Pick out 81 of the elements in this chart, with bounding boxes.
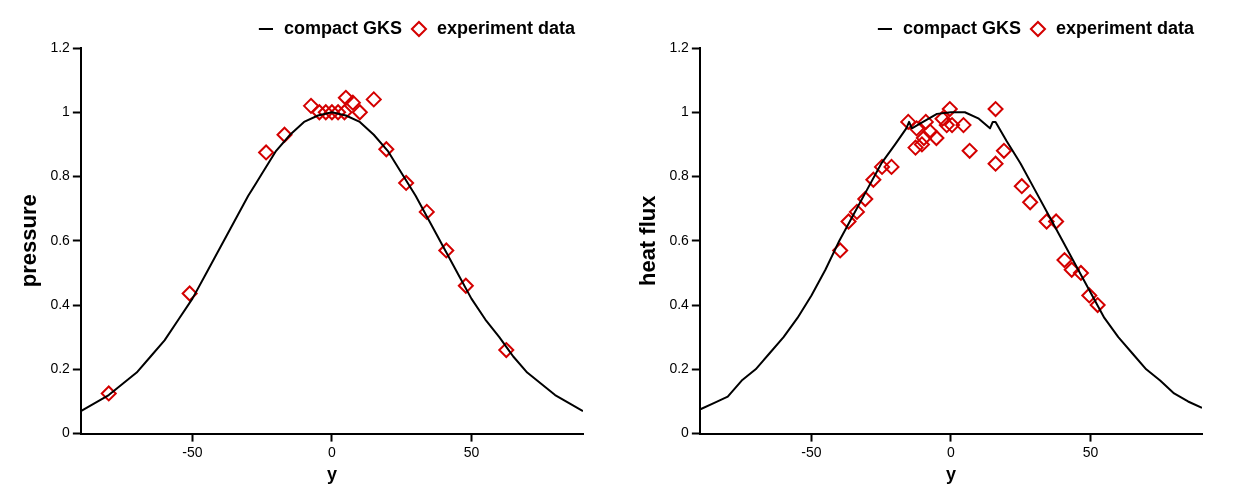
y-tick-label: 0.2 <box>669 360 690 377</box>
legend-label: experiment data <box>436 17 576 38</box>
point <box>1048 213 1065 230</box>
point <box>941 101 958 118</box>
point <box>865 171 882 188</box>
point <box>323 104 340 121</box>
point <box>987 101 1004 118</box>
point <box>1056 252 1073 269</box>
y-axis-title: pressure <box>16 194 42 288</box>
point <box>258 144 275 161</box>
point <box>857 191 874 208</box>
point <box>987 155 1004 172</box>
y-tick-label: 0.6 <box>669 231 690 248</box>
x-axis-title: y <box>945 464 956 485</box>
y-axis-title: heat flux <box>635 194 661 287</box>
x-axis-title: y <box>326 464 337 485</box>
point <box>498 342 515 359</box>
point <box>922 123 939 140</box>
point <box>365 91 382 108</box>
point <box>1022 194 1039 211</box>
point <box>995 142 1012 159</box>
y-tick-label: 1.2 <box>669 38 690 55</box>
point <box>276 126 293 143</box>
point <box>1013 178 1030 195</box>
y-tick-label: 0.4 <box>50 295 71 312</box>
x-tick-label: 0 <box>947 443 956 460</box>
point <box>351 104 368 121</box>
point <box>1038 213 1055 230</box>
point <box>337 89 354 106</box>
point <box>915 129 932 146</box>
point <box>317 104 334 121</box>
point <box>181 285 198 302</box>
y-tick-label: 0.2 <box>50 360 71 377</box>
y-tick-label: 0.8 <box>669 167 690 184</box>
point <box>336 104 353 121</box>
point <box>883 158 900 175</box>
x-tick-label: -50 <box>182 443 203 460</box>
y-tick-label: 0.6 <box>50 231 71 248</box>
point <box>944 117 961 134</box>
y-tick-label: 1.2 <box>50 38 71 55</box>
point <box>961 142 978 159</box>
y-tick-label: 0.4 <box>669 295 690 312</box>
x-tick-label: 50 <box>1082 443 1099 460</box>
point <box>832 242 849 259</box>
point <box>928 129 945 146</box>
point <box>1072 264 1089 281</box>
point <box>907 139 924 156</box>
x-tick-label: 0 <box>328 443 337 460</box>
point <box>1089 297 1106 314</box>
y-tick-label: 1 <box>681 103 690 120</box>
point <box>344 94 361 111</box>
legend-label: compact GKS <box>283 17 402 38</box>
point <box>913 136 930 153</box>
y-tick-label: 0 <box>681 424 690 441</box>
point <box>917 113 934 130</box>
point <box>330 104 347 121</box>
point <box>418 203 435 220</box>
point <box>378 141 395 158</box>
point <box>398 174 415 191</box>
point <box>900 113 917 130</box>
point <box>938 117 955 134</box>
point <box>955 117 972 134</box>
point <box>100 385 117 402</box>
point <box>457 277 474 294</box>
point <box>303 97 320 114</box>
point <box>1081 287 1098 304</box>
y-tick-label: 0.8 <box>50 167 71 184</box>
point <box>840 213 857 230</box>
x-tick-label: 50 <box>463 443 480 460</box>
legend-label: experiment data <box>1055 17 1195 38</box>
point <box>311 104 328 121</box>
point <box>848 203 865 220</box>
point <box>1063 261 1080 278</box>
legend-label: compact GKS <box>902 17 1021 38</box>
point <box>438 242 455 259</box>
y-tick-label: 1 <box>62 103 71 120</box>
point <box>934 110 951 127</box>
point <box>908 120 925 137</box>
x-tick-label: -50 <box>801 443 822 460</box>
y-tick-label: 0 <box>62 424 71 441</box>
point <box>874 158 891 175</box>
